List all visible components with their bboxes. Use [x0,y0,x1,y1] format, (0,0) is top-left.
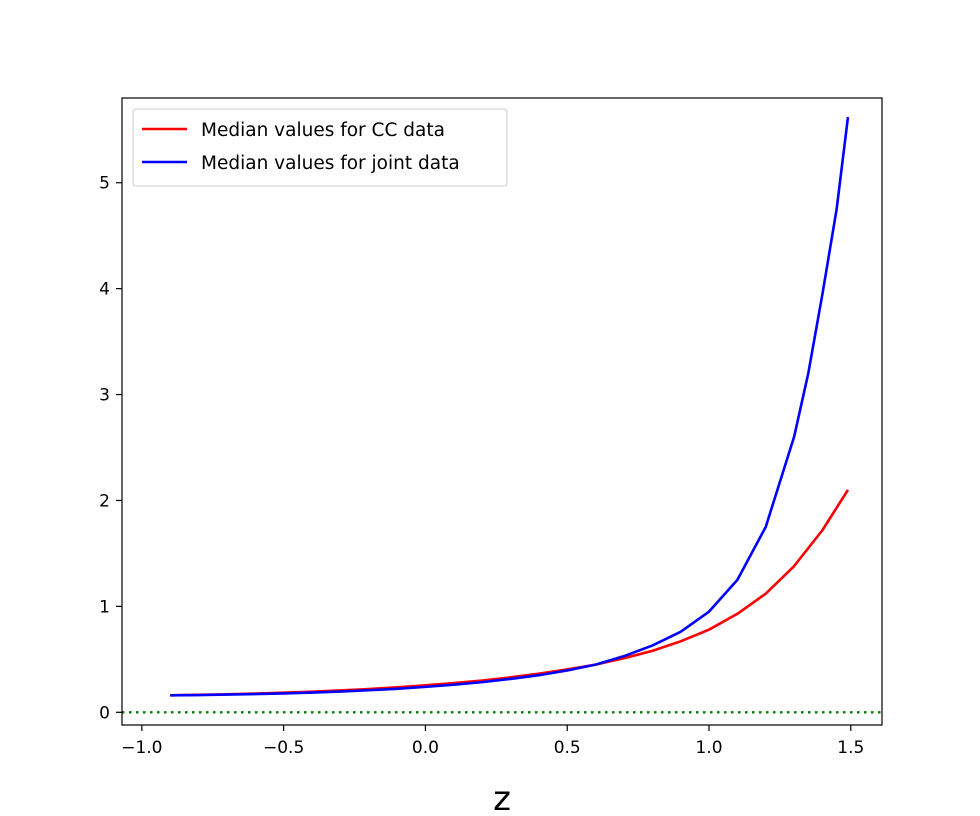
legend-label-cc: Median values for CC data [201,120,445,141]
legend-box [132,108,508,187]
y-tick-label: 4 [99,280,110,300]
y-tick-label: 2 [99,491,110,511]
x-tick-label: 0.5 [554,738,581,758]
series-line-2 [170,116,850,697]
x-axis-title: z [493,779,511,816]
y-tick-label: 3 [99,386,110,406]
y-axis: 0 1 2 3 4 5 [99,174,122,723]
y-tick-label: 5 [99,174,110,194]
x-tick-label: 0.0 [412,738,439,758]
x-tick-label: −1.0 [121,738,162,758]
y-tick-label: 0 [99,703,110,723]
legend: Median values for CC data Median values … [132,108,508,187]
x-tick-label: 1.0 [695,738,722,758]
series-layer [122,116,882,714]
y-tick-label: 1 [99,597,110,617]
plot-frame [121,97,883,726]
x-tick-label: −0.5 [263,738,304,758]
legend-label-joint: Median values for joint data [201,153,460,174]
x-tick-label: 1.5 [837,738,864,758]
x-axis: −1.0 −0.5 0.0 0.5 1.0 1.5 [121,725,864,758]
